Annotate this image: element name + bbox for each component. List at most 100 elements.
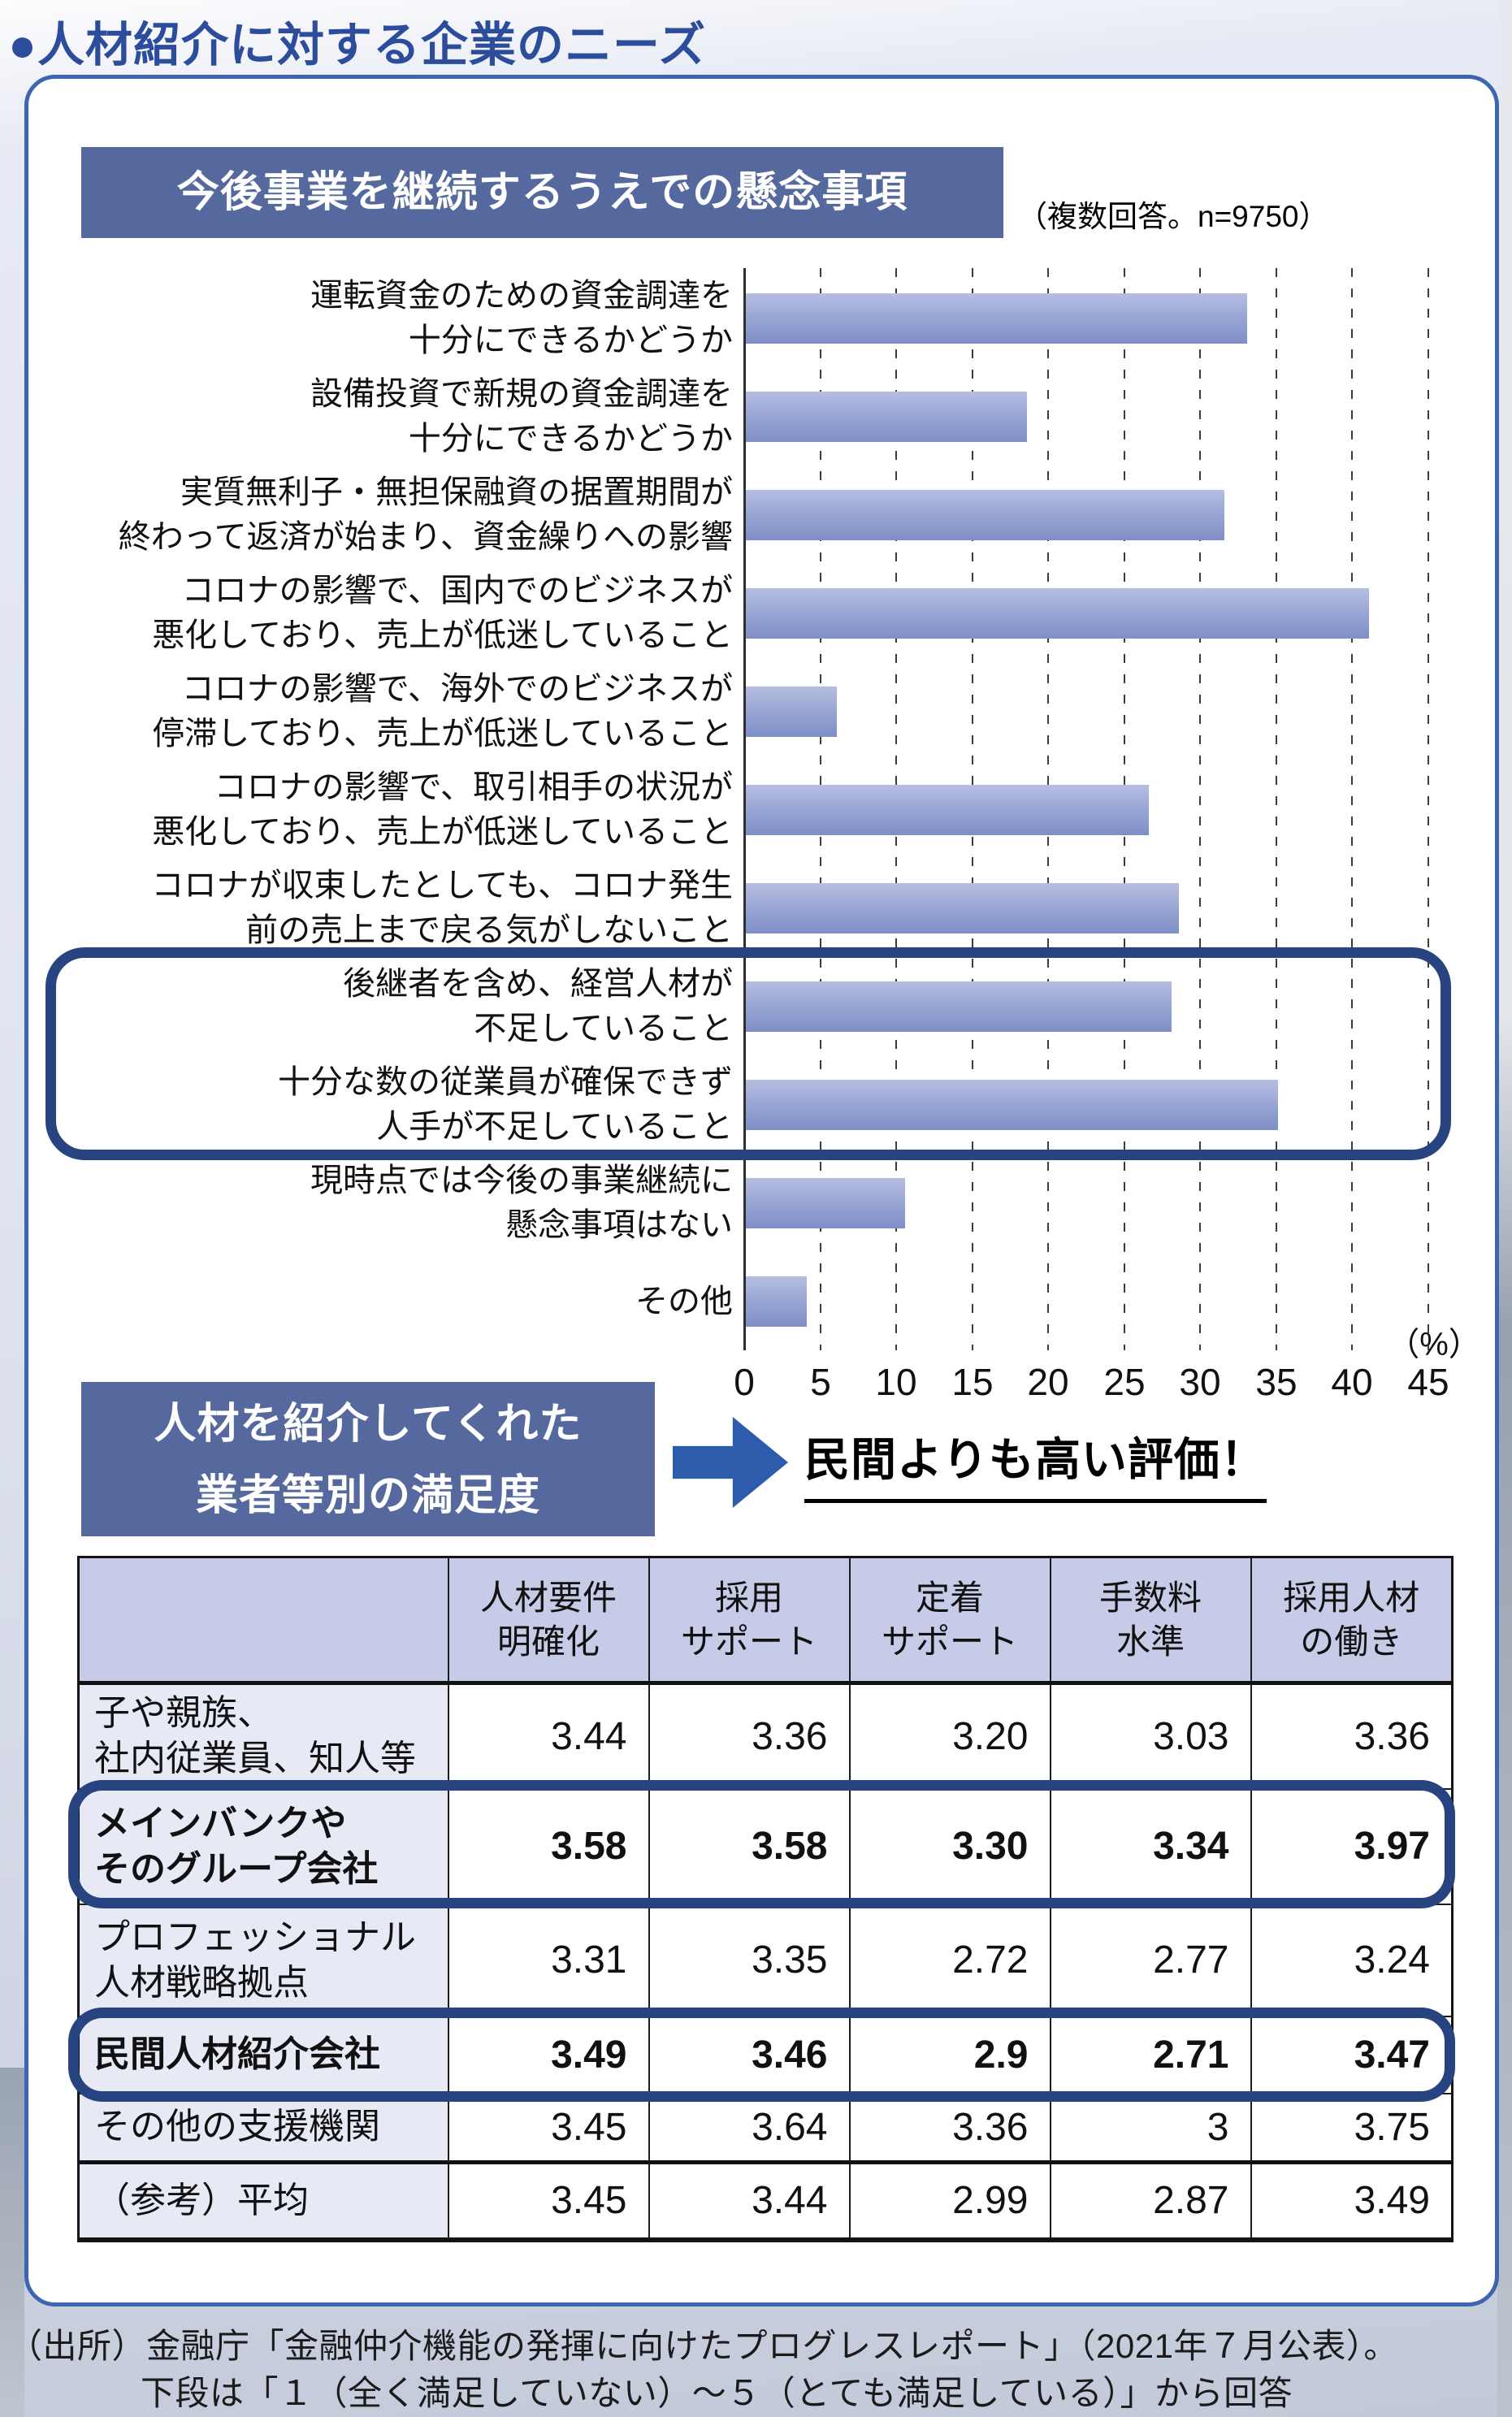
source-note-line2: 下段は「１（全く満足していない）～５（とても満足している）」から回答: [141, 2374, 1293, 2412]
row-label-0-line1: 社内従業員、知人等: [94, 1739, 416, 1779]
row-label-1: メインバンクや そのグループ会社: [77, 1787, 449, 1905]
cell-5-0-line0: 3.45: [551, 2179, 627, 2223]
row-label-3: 民間人材紹介会社: [77, 2015, 449, 2094]
cell-3-2: 2.9: [848, 2015, 1051, 2094]
cell-3-3-line0: 2.71: [1153, 2033, 1229, 2077]
row-label-3-line0: 民間人材紹介会社: [94, 2034, 380, 2074]
satisfaction-header-line2: 業者等別の満足度: [195, 1472, 540, 1519]
bar-label-9: 現時点では今後の事業継続に 懸念事項はない: [32, 1159, 733, 1248]
cell-4-3: 3: [1049, 2092, 1252, 2164]
bar-7: [746, 981, 1172, 1032]
cell-4-4: 3.75: [1250, 2092, 1454, 2164]
cell-3-0: 3.49: [447, 2015, 650, 2094]
cell-2-1-line0: 3.35: [752, 1938, 828, 1982]
column-header-0: 人材要件 明確化: [447, 1556, 650, 1685]
column-header-1: 採用 サポート: [648, 1556, 851, 1685]
cell-1-4-line0: 3.97: [1354, 1825, 1430, 1868]
table-row-5: （参考）平均 3.45 3.44 2.99 2.87 3.49: [77, 2160, 1454, 2241]
cell-5-3: 2.87: [1049, 2160, 1252, 2241]
column-header-3-line0: 手数料: [1098, 1578, 1202, 1617]
cell-1-2: 3.30: [848, 1787, 1051, 1905]
cell-5-0: 3.45: [447, 2160, 650, 2241]
cell-0-0: 3.44: [447, 1682, 650, 1790]
column-header-2-line1: サポート: [881, 1622, 1018, 1661]
cell-5-4-line0: 3.49: [1354, 2179, 1430, 2223]
table-row-2: プロフェッショナル 人材戦略拠点 3.31 3.35 2.72 2.77 3.24: [77, 1903, 1454, 2017]
column-header-1-line0: 採用: [714, 1578, 783, 1617]
gridline-35: [1276, 268, 1277, 1350]
cell-0-2-line0: 3.20: [952, 1714, 1029, 1758]
column-header-3: 手数料 水準: [1049, 1556, 1252, 1685]
cell-5-4: 3.49: [1250, 2160, 1454, 2241]
cell-4-1-line0: 3.64: [752, 2105, 828, 2149]
row-label-4-line0: その他の支援機関: [94, 2107, 380, 2147]
satisfaction-section-header: 人材を紹介してくれた 業者等別の満足度: [81, 1382, 655, 1536]
row-label-5-line0: （参考）平均: [94, 2180, 309, 2220]
background-photo-strip-right: [1497, 0, 1512, 2417]
row-label-2-line1: 人材戦略拠点: [94, 1962, 309, 2003]
column-header-1-line1: サポート: [680, 1622, 817, 1661]
cell-4-1: 3.64: [648, 2092, 851, 2164]
table-header-row: 人材要件 明確化 採用 サポート 定着 サポート 手数料 水準 採用人材 の働き: [77, 1556, 1454, 1685]
bar-label-3-line0: コロナの影響で、国内でのビジネスが: [181, 573, 733, 609]
cell-0-0-line0: 3.44: [551, 1714, 627, 1758]
cell-0-1: 3.36: [648, 1682, 851, 1790]
cell-1-1-line0: 3.58: [752, 1825, 828, 1868]
cell-4-4-line0: 3.75: [1354, 2105, 1430, 2149]
bar-label-10-line0: その他: [635, 1284, 733, 1319]
cell-5-3-line0: 2.87: [1153, 2179, 1229, 2223]
bar-label-8-line1: 人手が不足していること: [376, 1109, 733, 1145]
x-tick-45: 45: [1407, 1361, 1449, 1403]
satisfaction-table: 人材要件 明確化 採用 サポート 定着 サポート 手数料 水準 採用人材 の働き 子や親族、 社内従業…: [77, 1556, 1454, 2242]
bar-2: [746, 490, 1224, 540]
arrow-note: 民間よりも高い評価！: [804, 1423, 1267, 1503]
cell-5-2-line0: 2.99: [952, 2179, 1029, 2223]
cell-3-1-line0: 3.46: [752, 2033, 828, 2077]
bar-label-2-line1: 終わって返済が始まり、資金繰りへの影響: [118, 519, 733, 555]
column-header-3-line1: 水準: [1116, 1622, 1185, 1661]
background-photo-strip-left: [0, 2068, 24, 2417]
cell-4-2: 3.36: [848, 2092, 1051, 2164]
column-header-4-line1: の働き: [1300, 1622, 1403, 1661]
x-tick-35: 35: [1255, 1361, 1298, 1403]
cell-2-4: 3.24: [1250, 1903, 1454, 2017]
bar-label-0: 運転資金のための資金調達を 十分にできるかどうか: [32, 274, 733, 363]
bar-label-2-line0: 実質無利子・無担保融資の据置期間が: [180, 474, 733, 510]
bar-9: [746, 1178, 905, 1228]
cell-2-4-line0: 3.24: [1354, 1938, 1430, 1982]
table-row-1: メインバンクや そのグループ会社 3.58 3.58 3.30 3.34 3.97: [77, 1787, 1454, 1905]
column-header-2: 定着 サポート: [848, 1556, 1051, 1685]
cell-0-3: 3.03: [1049, 1682, 1252, 1790]
table-row-4: その他の支援機関 3.45 3.64 3.36 3 3.75: [77, 2092, 1454, 2164]
gridline-45: [1428, 268, 1429, 1350]
cell-1-3-line0: 3.34: [1153, 1825, 1229, 1868]
bar-label-9-line1: 懸念事項はない: [505, 1207, 733, 1243]
bar-label-5-line0: コロナの影響で、取引相手の状況が: [214, 769, 733, 805]
x-tick-25: 25: [1103, 1361, 1146, 1403]
bar-label-4-line0: コロナの影響で、海外でのビジネスが: [181, 671, 733, 707]
cell-4-0-line0: 3.45: [551, 2105, 627, 2149]
bar-label-7: 後継者を含め、経営人材が 不足していること: [32, 962, 733, 1051]
x-tick-15: 15: [951, 1361, 994, 1403]
cell-0-1-line0: 3.36: [752, 1714, 828, 1758]
cell-3-1: 3.46: [648, 2015, 851, 2094]
percent-unit-label: （%）: [1387, 1327, 1481, 1362]
bar-label-2: 実質無利子・無担保融資の据置期間が終わって返済が始まり、資金繰りへの影響: [32, 470, 733, 560]
bar-0: [746, 293, 1247, 344]
y-axis-line: [743, 268, 746, 1350]
cell-0-3-line0: 3.03: [1153, 1714, 1229, 1758]
source-note-line1: （出所）金融庁「金融仲介機能の発揮に向けたプログレスレポート」（2021年７月公…: [8, 2327, 1398, 2365]
bar-label-6: コロナが収束したとしても、コロナ発生 前の売上まで戻る気がしないこと: [32, 864, 733, 953]
bar-label-4: コロナの影響で、海外でのビジネスが 停滞しており、売上が低迷していること: [32, 667, 733, 756]
bar-label-1-line1: 十分にできるかどうか: [408, 421, 733, 457]
cell-1-2-line0: 3.30: [952, 1825, 1029, 1868]
bar-1: [746, 392, 1027, 442]
cell-4-3-line0: 3: [1207, 2105, 1229, 2149]
x-tick-30: 30: [1179, 1361, 1221, 1403]
cell-1-4: 3.97: [1250, 1787, 1454, 1905]
page-title: ●人材紹介に対する企業のニーズ: [8, 19, 707, 71]
column-header-2-line0: 定着: [915, 1578, 984, 1617]
cell-1-0: 3.58: [447, 1787, 650, 1905]
cell-2-3-line0: 2.77: [1153, 1938, 1229, 1982]
